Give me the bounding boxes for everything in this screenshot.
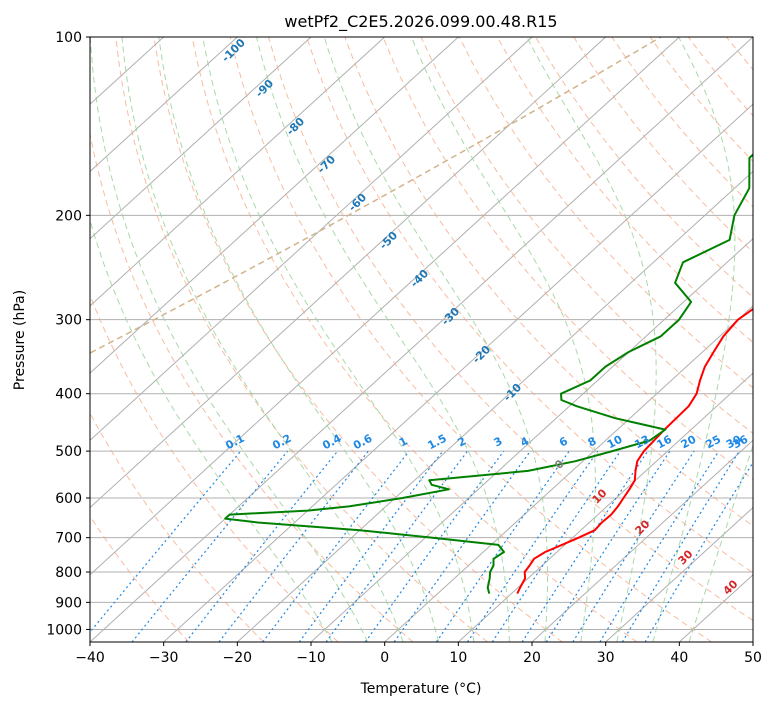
moist-adiabat: [90, 218, 333, 642]
mixing-ratio-label: 25: [703, 433, 723, 452]
mixing-ratio-line: [599, 450, 720, 642]
y-tick-label: 1000: [46, 622, 82, 638]
profile-lines: [224, 153, 753, 595]
dry-adiabat: [344, 37, 753, 527]
isotherm-line: [90, 37, 753, 642]
isotherm-line: [90, 37, 459, 374]
x-tick-label: −10: [296, 650, 326, 666]
dry-adiabat: [382, 37, 753, 481]
isotherm-line: [384, 305, 753, 642]
mixing-ratio-line: [644, 461, 753, 642]
dry-adiabat: [306, 37, 753, 574]
mixing-ratio-label: 20: [679, 433, 699, 452]
mixing-ratio-line: [393, 450, 531, 642]
y-tick-label: 600: [55, 491, 82, 507]
dry-adiabat: [90, 131, 414, 642]
x-tick-label: 50: [744, 650, 762, 666]
isotherm-line: [236, 170, 753, 642]
mixing-ratio-line: [521, 450, 649, 642]
y-tick-label: 200: [55, 208, 82, 224]
y-tick-label: 500: [55, 444, 82, 460]
y-tick-label: 300: [55, 313, 82, 329]
moist-adiabat: [90, 37, 369, 642]
x-tick-label: 30: [597, 650, 615, 666]
dry-adiabat: [496, 37, 753, 344]
moist-adiabat: [256, 37, 510, 642]
mixing-ratio-line: [325, 450, 468, 642]
mixing-ratio-line: [364, 450, 505, 642]
y-tick-label: 700: [55, 531, 82, 547]
isotherm-line: [90, 37, 680, 576]
moist-adiabat: [323, 37, 548, 642]
y-axis-label: Pressure (hPa): [12, 290, 28, 390]
x-axis-ticks: −40 −30 −20 −10 0 10 20 30 40 50: [75, 642, 762, 666]
reference-curve: [90, 37, 662, 354]
isotherm-line: [310, 237, 753, 642]
y-tick-label: 900: [55, 595, 82, 611]
dry-adiabat: [229, 37, 712, 642]
x-tick-label: −40: [75, 650, 105, 666]
isotherm-line: [531, 439, 753, 642]
dry-adiabat: [268, 37, 753, 622]
dry-adiabat: [191, 37, 638, 642]
dry-adiabat: [90, 515, 190, 642]
x-axis-label: Temperature (°C): [360, 681, 482, 697]
mixing-ratio-label: 16: [654, 433, 674, 452]
dry-adiabat: [115, 37, 488, 642]
isotherm-line: [90, 37, 312, 240]
isotherm-line: [605, 506, 753, 642]
isotherm-line: [90, 37, 607, 509]
dry-adiabat: [90, 293, 339, 642]
background-lines: [90, 37, 753, 642]
mixing-ratio-line: [262, 450, 410, 642]
isotherm-line: [90, 37, 238, 173]
x-tick-label: −30: [149, 650, 179, 666]
dry-adiabat: [90, 412, 264, 642]
x-tick-label: 20: [523, 650, 541, 666]
dry-adiabat: [153, 37, 563, 642]
mixing-ratio-label: 13: [632, 433, 652, 452]
isotherm-line: [163, 103, 753, 642]
moist-adiabat: [121, 37, 404, 642]
x-tick-label: 0: [380, 650, 389, 666]
mixing-ratio-label: 30: [724, 433, 744, 452]
moist-adiabat: [202, 37, 475, 642]
y-tick-label: 800: [55, 565, 82, 581]
moist-adiabat: [652, 37, 736, 642]
plot-frame: [89, 36, 754, 643]
mixing-ratio-label: 36: [731, 433, 751, 452]
moist-adiabat: [688, 443, 753, 642]
y-axis-ticks: 1000 900 800 700 600 500 400 300 200 100: [46, 30, 90, 638]
y-tick-label: 100: [55, 30, 82, 46]
dewpoint-profile: [224, 153, 753, 594]
x-tick-label: 10: [449, 650, 467, 666]
moist-adiabat: [526, 37, 657, 642]
mixing-ratio-line: [621, 450, 740, 642]
x-tick-label: −20: [223, 650, 253, 666]
dry-adiabat: [535, 37, 753, 298]
temperature-profile: [516, 307, 753, 595]
isotherm-line: [90, 37, 386, 307]
mixing-ratio-line: [131, 450, 289, 642]
moist-adiabat: [158, 37, 439, 642]
mixing-ratio-line: [90, 450, 242, 633]
isotherm-line: [90, 37, 533, 442]
mixing-ratio-label: 10: [605, 433, 625, 452]
x-tick-label: 40: [670, 650, 688, 666]
mixing-ratio-line: [545, 450, 671, 642]
chart-title: wetPf2_C2E5.2026.099.00.48.R15: [284, 12, 557, 32]
y-tick-label: 400: [55, 387, 82, 403]
